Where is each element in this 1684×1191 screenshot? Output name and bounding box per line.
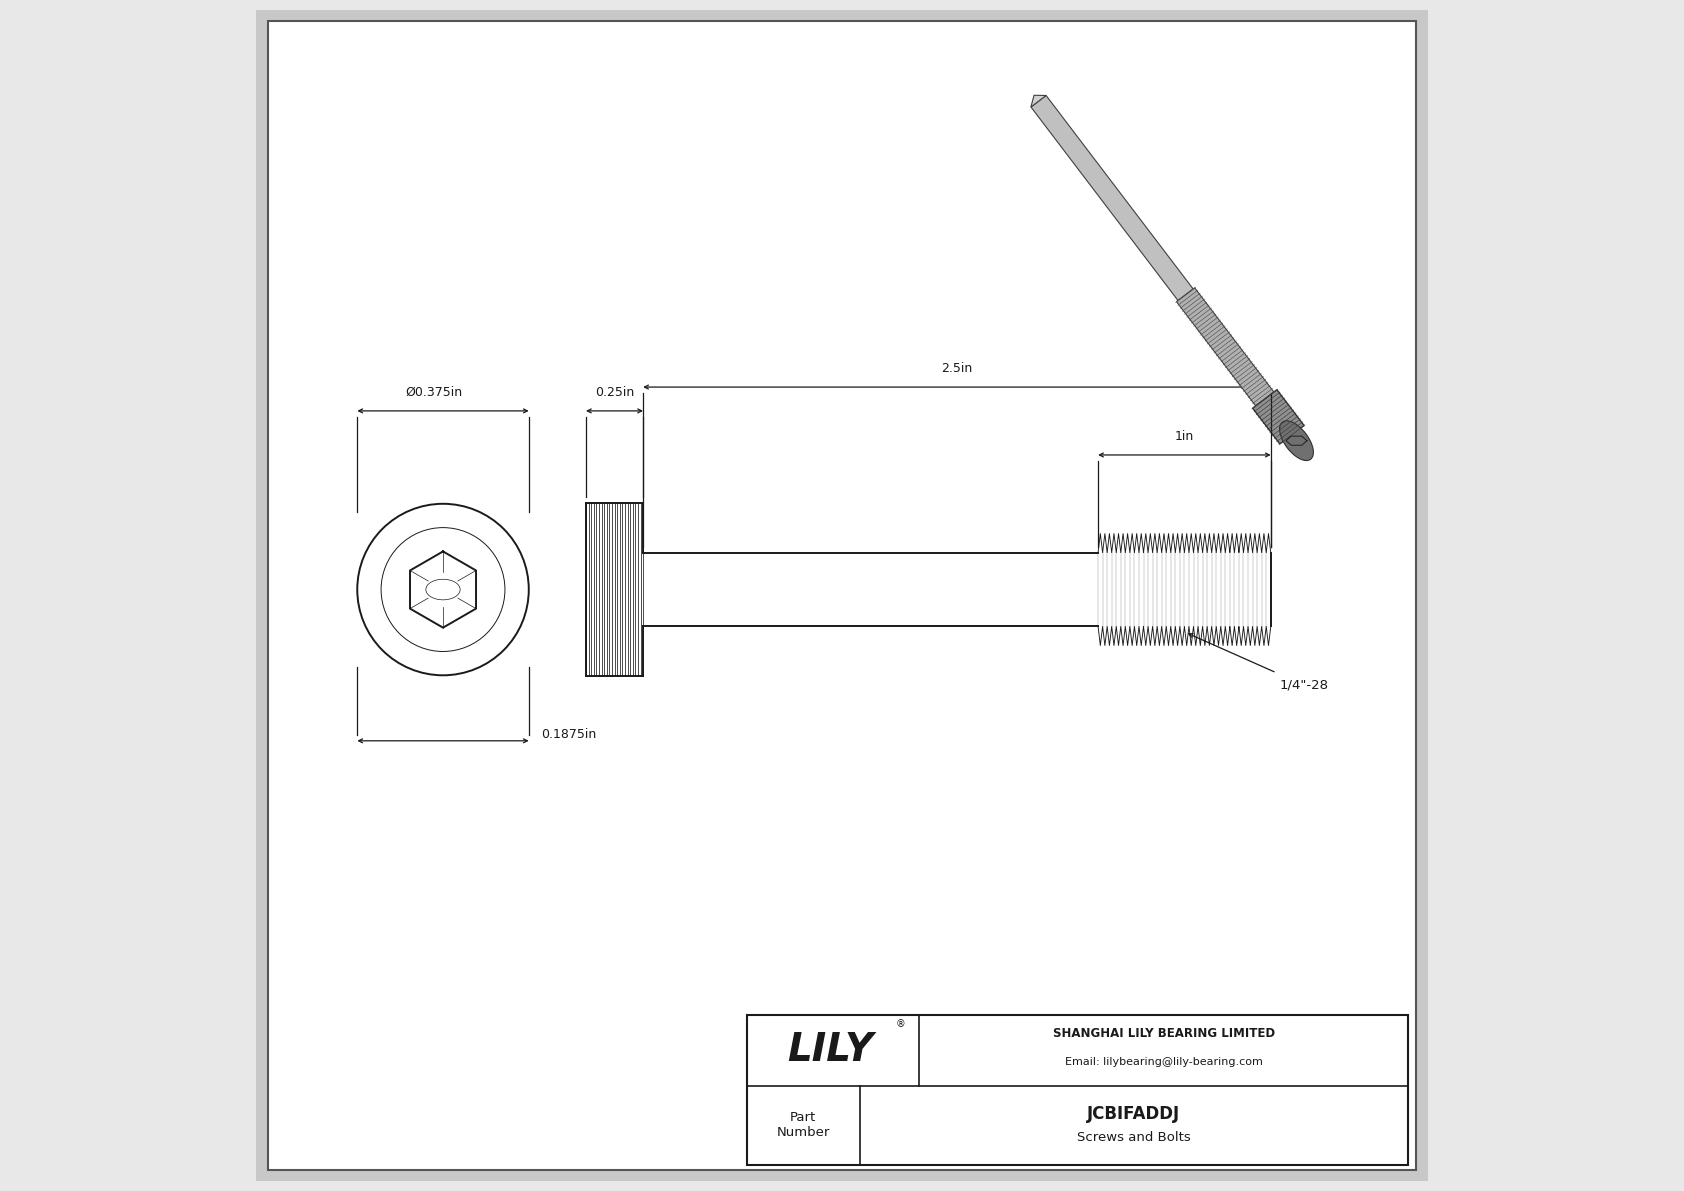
- FancyArrowPatch shape: [1100, 453, 1270, 457]
- Ellipse shape: [1280, 420, 1314, 461]
- Text: Screws and Bolts: Screws and Bolts: [1078, 1131, 1191, 1143]
- Text: Ø0.375in: Ø0.375in: [404, 386, 461, 399]
- Polygon shape: [1031, 95, 1194, 300]
- Text: JCBIFADDJ: JCBIFADDJ: [1088, 1104, 1180, 1123]
- Polygon shape: [1031, 95, 1046, 107]
- Text: Email: lilybearing@lily-bearing.com: Email: lilybearing@lily-bearing.com: [1064, 1058, 1263, 1067]
- FancyArrowPatch shape: [359, 409, 527, 413]
- Text: LILY: LILY: [788, 1031, 874, 1070]
- Text: Part
Number: Part Number: [776, 1111, 830, 1140]
- Text: ®: ®: [896, 1019, 906, 1029]
- Text: 0.25in: 0.25in: [594, 386, 635, 399]
- Polygon shape: [1253, 389, 1303, 444]
- Text: 0.1875in: 0.1875in: [541, 729, 596, 741]
- FancyArrowPatch shape: [645, 385, 1270, 389]
- Text: 1/4"-28: 1/4"-28: [1280, 679, 1329, 692]
- Polygon shape: [1177, 288, 1273, 406]
- FancyArrowPatch shape: [359, 738, 527, 743]
- Text: 1in: 1in: [1175, 430, 1194, 443]
- Text: 2.5in: 2.5in: [941, 362, 973, 375]
- Text: SHANGHAI LILY BEARING LIMITED: SHANGHAI LILY BEARING LIMITED: [1052, 1028, 1275, 1040]
- FancyArrowPatch shape: [588, 409, 642, 413]
- Bar: [746, 1015, 1408, 1165]
